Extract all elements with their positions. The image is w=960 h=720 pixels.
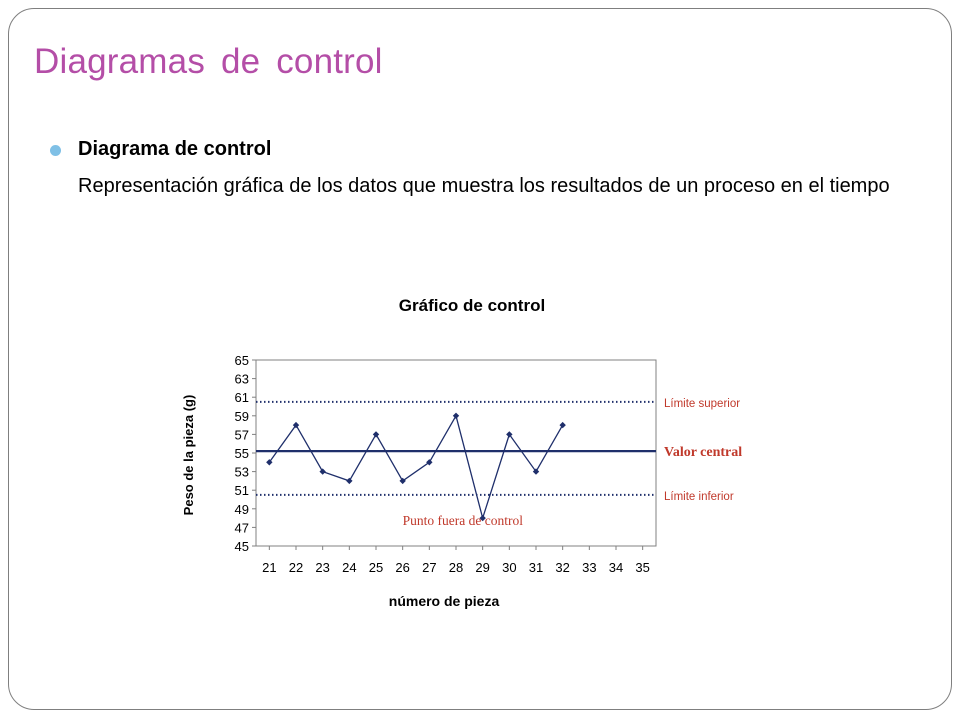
- slide-title: Diagramas de control: [34, 42, 383, 81]
- chart-title: Gráfico de control: [399, 296, 545, 315]
- y-tick-label: 63: [235, 372, 249, 387]
- x-tick-label: 35: [635, 560, 649, 575]
- y-axis-label: Peso de la pieza (g): [181, 395, 196, 516]
- data-point: [452, 412, 460, 419]
- x-tick-label: 23: [315, 560, 329, 575]
- data-point: [346, 477, 353, 485]
- x-tick-label: 26: [395, 560, 409, 575]
- limit-line-label: Límite inferior: [664, 491, 734, 503]
- y-tick-label: 45: [235, 539, 249, 554]
- bullet-dot-icon: [50, 145, 61, 156]
- x-tick-label: 33: [582, 560, 596, 575]
- x-tick-label: 32: [555, 560, 569, 575]
- x-tick-label: 22: [289, 560, 303, 575]
- data-point: [266, 459, 273, 466]
- x-tick-label: 31: [529, 560, 543, 575]
- x-tick-label: 30: [502, 560, 516, 575]
- y-tick-label: 59: [235, 409, 249, 424]
- x-tick-label: 21: [262, 560, 276, 575]
- data-point: [506, 431, 513, 438]
- data-point: [372, 431, 380, 438]
- y-tick-label: 57: [235, 427, 249, 442]
- x-axis-label: número de pieza: [389, 593, 500, 609]
- x-tick-label: 25: [369, 560, 383, 575]
- bullet-text: Representación gráfica de los datos que …: [78, 175, 890, 197]
- y-tick-label: 47: [235, 520, 249, 535]
- x-tick-label: 24: [342, 560, 356, 575]
- out-of-control-annotation: Punto fuera de control: [403, 513, 524, 528]
- y-tick-label: 51: [235, 483, 249, 498]
- y-tick-label: 55: [235, 446, 249, 461]
- y-tick-label: 61: [235, 390, 249, 405]
- control-chart: Gráfico de control Límite superior Valor …: [160, 280, 800, 620]
- bullet-heading: Diagrama de control: [78, 138, 272, 160]
- y-tick-label: 53: [235, 465, 249, 480]
- x-tick-label: 29: [475, 560, 489, 575]
- data-point: [319, 468, 326, 475]
- central-line-label: Valor central: [664, 445, 742, 460]
- y-tick-label: 49: [235, 502, 249, 517]
- control-chart-svg: Gráfico de control Límite superior Valor …: [181, 296, 742, 609]
- x-tick-label: 34: [609, 560, 623, 575]
- x-tick-label: 28: [449, 560, 463, 575]
- data-point: [292, 421, 300, 429]
- limit-line-label: Límite superior: [664, 398, 740, 410]
- data-point: [426, 459, 433, 466]
- series-line: [268, 414, 564, 521]
- data-point: [532, 468, 540, 475]
- x-tick-label: 27: [422, 560, 436, 575]
- y-tick-label: 65: [235, 353, 249, 368]
- data-point: [399, 477, 406, 485]
